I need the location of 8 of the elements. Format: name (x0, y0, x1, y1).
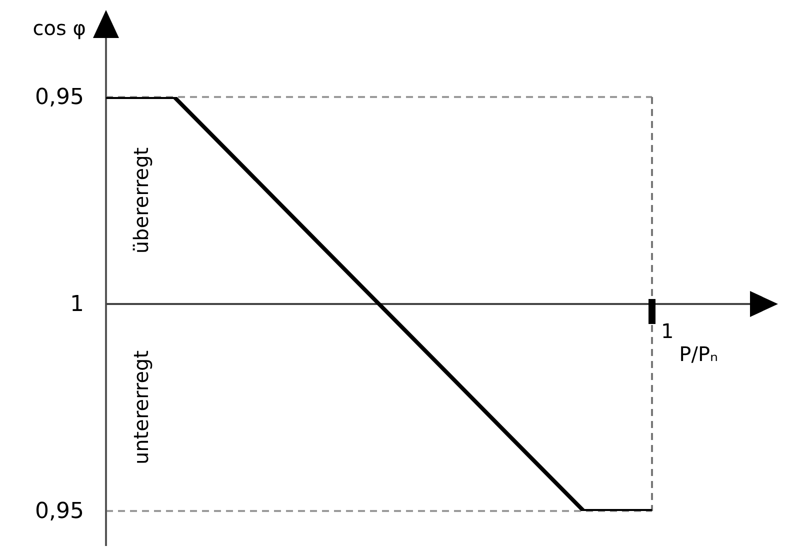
annotation: untererregt (129, 350, 153, 465)
text: 0,95 (35, 498, 84, 524)
text: 0,95 (35, 84, 84, 110)
y-axis-title: cos φ (32, 16, 86, 40)
text: 1 (661, 319, 674, 343)
x-axis-title: P/Pₙ (679, 342, 718, 366)
text: 1 (70, 292, 84, 316)
annotation: übererregt (129, 147, 153, 254)
